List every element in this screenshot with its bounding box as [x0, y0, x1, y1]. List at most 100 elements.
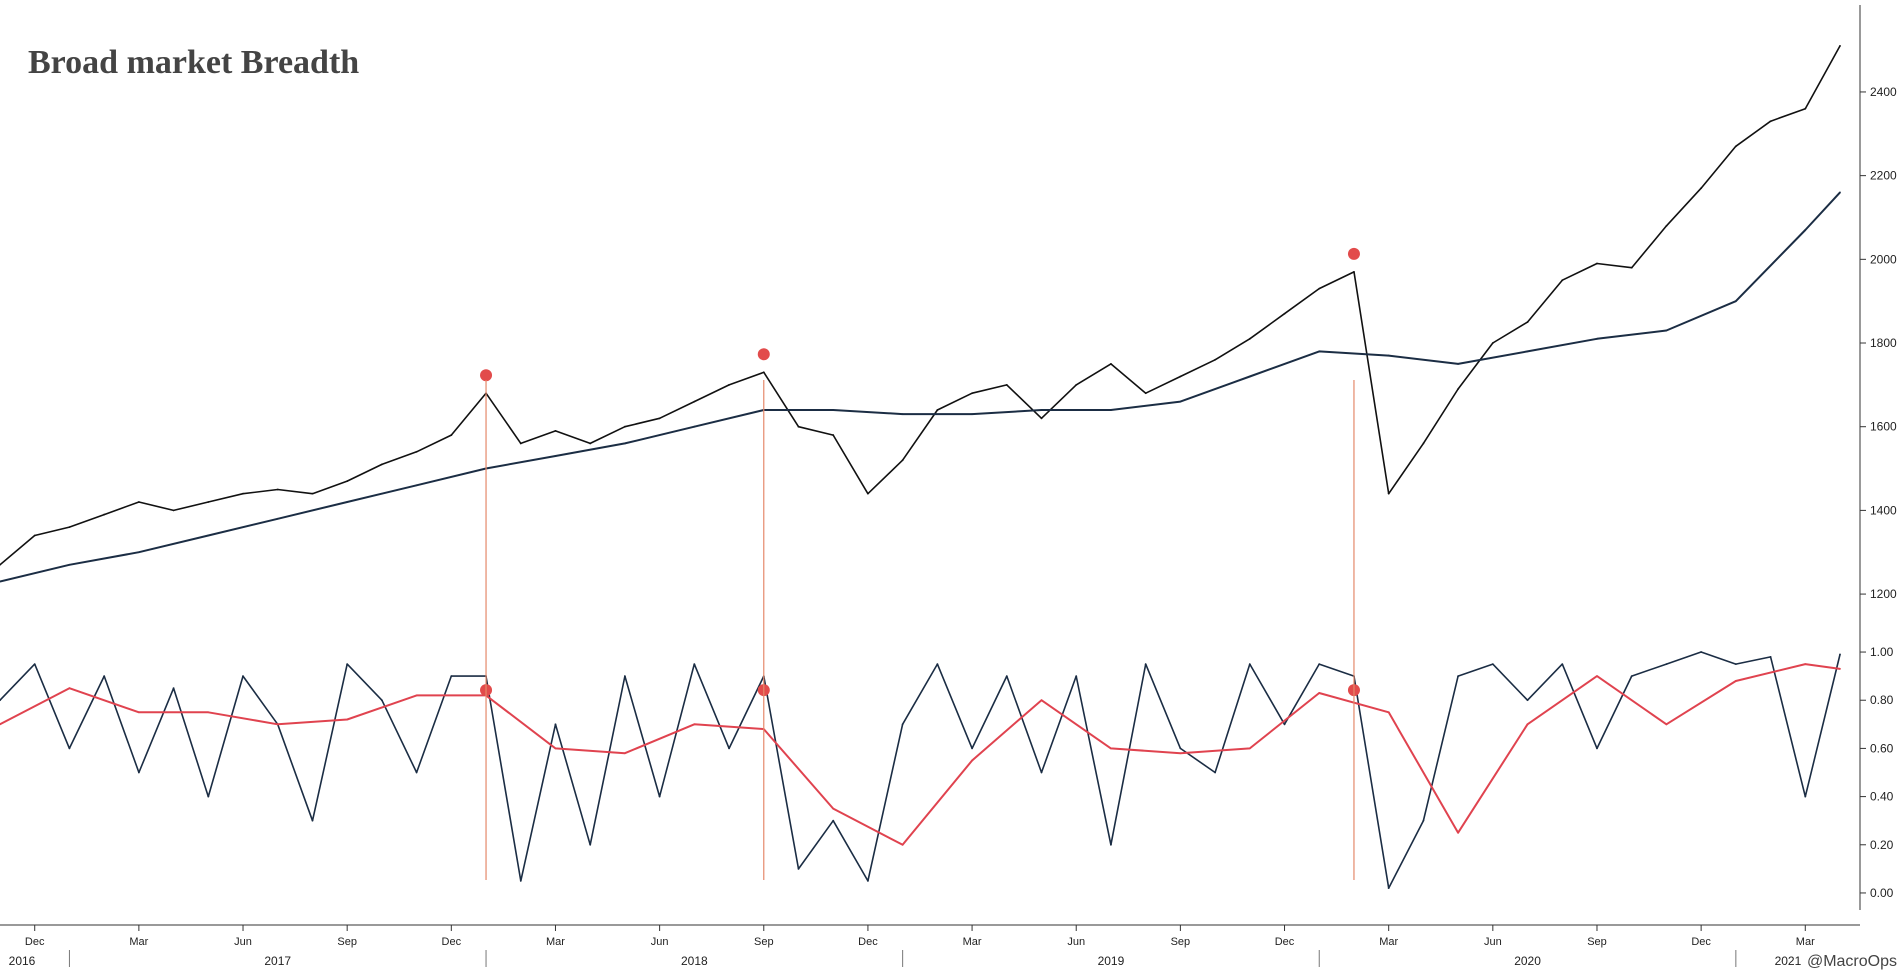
data-point	[415, 484, 418, 487]
month-tick-label: Mar	[546, 936, 565, 948]
data-point	[1596, 675, 1598, 678]
data-point	[415, 694, 418, 697]
data-point	[207, 501, 210, 503]
y-tick-label: 0.40	[1870, 790, 1894, 804]
data-point	[103, 675, 106, 678]
data-point	[242, 675, 244, 678]
annotation-dot-2	[1347, 247, 1360, 260]
data-point	[1248, 747, 1251, 750]
y-tick-label: 0.20	[1870, 838, 1894, 852]
data-point	[1318, 287, 1321, 290]
data-point	[1839, 653, 1841, 656]
data-point	[1839, 191, 1841, 194]
data-point	[103, 513, 106, 516]
bottom-panel: 0.00 0.20 0.40 0.60 0.80 1.00	[0, 620, 1894, 910]
data-point	[624, 752, 626, 755]
data-point	[0, 699, 1, 702]
data-point	[1214, 358, 1216, 361]
series-line-1	[0, 191, 1841, 583]
year-label: 2016	[9, 954, 36, 968]
data-point	[1700, 187, 1703, 190]
data-point	[0, 563, 1, 566]
data-point	[276, 517, 279, 520]
data-point	[693, 723, 696, 726]
data-point	[1665, 329, 1668, 332]
data-point	[728, 383, 730, 386]
data-point	[276, 723, 279, 726]
data-point	[1665, 224, 1668, 227]
data-point	[901, 723, 904, 726]
data-point	[1214, 771, 1216, 774]
year-label: 2020	[1514, 954, 1541, 968]
data-point	[1734, 145, 1737, 148]
y-tick-label: 0.80	[1870, 693, 1894, 707]
series-line-1	[0, 663, 1841, 846]
data-point	[207, 534, 210, 537]
data-point	[554, 429, 557, 432]
data-point	[1491, 663, 1494, 665]
data-point	[762, 371, 765, 374]
month-tick-label: Jun	[651, 936, 669, 948]
data-point	[1283, 723, 1286, 726]
data-point	[68, 563, 71, 566]
data-point	[68, 526, 71, 529]
data-point	[172, 687, 175, 690]
data-point	[797, 425, 800, 428]
y-tick-label: 1.00	[1870, 645, 1894, 659]
data-point	[450, 434, 453, 436]
data-point	[519, 880, 522, 882]
data-point	[1734, 300, 1737, 303]
month-tick-label: Sep	[337, 936, 357, 948]
month-tick-label: Jun	[1067, 936, 1085, 948]
data-point	[450, 675, 453, 678]
data-point	[1769, 655, 1772, 658]
month-tick-label: Mar	[963, 936, 982, 948]
month-tick-label: Mar	[129, 936, 148, 948]
data-point	[1457, 675, 1460, 678]
y-tick-label: 1600	[1870, 420, 1897, 434]
month-tick-label: Jun	[1484, 936, 1502, 948]
data-point	[589, 843, 592, 846]
data-point	[1318, 350, 1321, 353]
chart-title: Broad market Breadth	[28, 44, 359, 81]
data-point	[1040, 417, 1043, 420]
data-point	[1596, 747, 1598, 750]
data-point	[68, 747, 71, 750]
y-tick-label: 0.00	[1870, 886, 1894, 900]
data-point	[1596, 262, 1598, 265]
data-point	[658, 417, 661, 420]
year-label: 2017	[264, 954, 291, 968]
data-point	[1526, 699, 1529, 702]
data-point	[1457, 388, 1460, 390]
data-point	[693, 425, 696, 428]
data-point	[797, 867, 800, 870]
month-tick-label: Sep	[754, 936, 774, 948]
data-point	[1839, 668, 1841, 670]
data-point	[1040, 409, 1043, 411]
data-point	[1665, 723, 1668, 726]
data-point	[137, 551, 140, 554]
data-point	[1804, 795, 1807, 798]
data-point	[137, 501, 140, 503]
data-point	[33, 534, 36, 537]
data-point	[971, 759, 973, 762]
annotation-guides	[485, 380, 1355, 880]
data-point	[137, 771, 140, 774]
data-point	[554, 723, 557, 726]
data-point	[1075, 383, 1078, 386]
data-point	[1387, 887, 1390, 890]
data-point	[1734, 663, 1737, 665]
data-point	[728, 747, 730, 750]
annotation-dot-0	[480, 369, 493, 382]
data-point	[901, 459, 904, 462]
year-label: 2019	[1098, 954, 1125, 968]
data-point	[1526, 321, 1529, 323]
data-point	[1596, 337, 1598, 340]
annotation-dot-1	[757, 348, 770, 361]
data-point	[346, 501, 349, 503]
data-point	[1734, 680, 1737, 682]
data-point	[1526, 723, 1529, 726]
data-point	[346, 480, 349, 482]
data-point	[1318, 663, 1321, 665]
